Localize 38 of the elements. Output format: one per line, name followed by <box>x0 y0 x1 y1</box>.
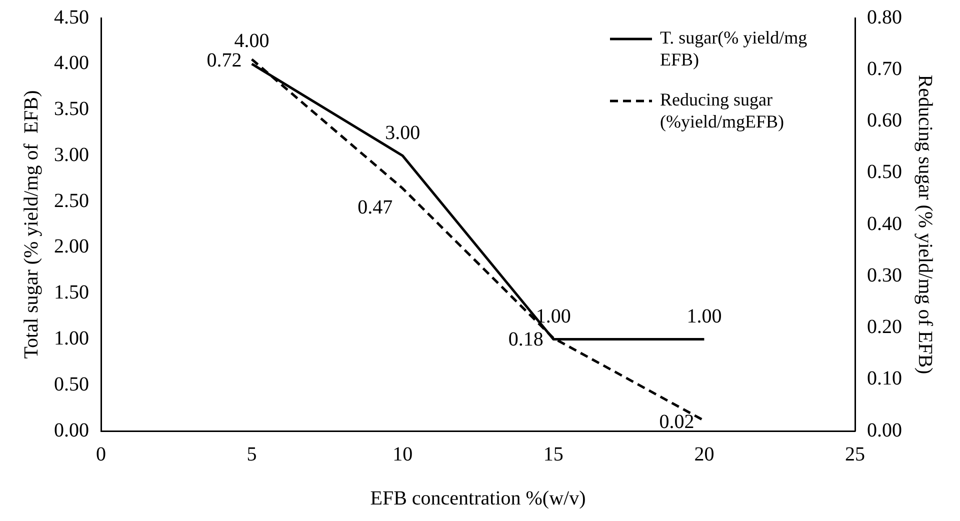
y2-tick-label: 0.80 <box>867 6 902 28</box>
y-tick-label: 0.00 <box>54 419 89 442</box>
legend-label: Reducing sugar (%yield/mgEFB) <box>660 90 784 132</box>
y2-axis-title: Reducing sugar (% yield/mg of EFB) <box>914 74 936 374</box>
y2-tick-label: 0.30 <box>867 264 902 286</box>
y-tick-label: 2.00 <box>54 236 89 258</box>
data-label: 0.18 <box>508 328 544 350</box>
y-tick-label: 3.50 <box>54 98 89 120</box>
y-tick-label: 2.50 <box>54 190 89 212</box>
y2-tick-label: 0.70 <box>867 58 902 80</box>
data-label: 1.00 <box>686 305 722 328</box>
x-tick-label: 25 <box>845 443 865 466</box>
x-tick-label: 0 <box>96 443 106 466</box>
x-axis-title: EFB concentration %(w/v) <box>370 487 586 510</box>
y-tick-label: 3.00 <box>54 144 89 166</box>
x-tick-label: 5 <box>246 443 257 466</box>
y-axis-title: Total sugar (% yield/mg of EFB) <box>20 90 42 359</box>
y2-tick-label: 0.20 <box>867 316 902 338</box>
x-tick-label: 15 <box>543 443 564 466</box>
y-tick-label: 1.00 <box>54 327 89 350</box>
y-tick-label: 4.50 <box>54 6 89 28</box>
x-tick-label: 20 <box>694 443 714 466</box>
data-label: 0.47 <box>358 196 393 219</box>
y2-tick-label: 0.60 <box>867 110 902 132</box>
y-tick-label: 4.00 <box>54 52 89 74</box>
y2-tick-label: 0.10 <box>867 368 902 390</box>
data-label: 0.02 <box>659 410 694 433</box>
y-tick-label: 1.50 <box>54 282 89 304</box>
data-label: 0.72 <box>206 50 242 72</box>
x-tick-label: 10 <box>392 443 413 466</box>
data-label: 3.00 <box>385 122 420 144</box>
y2-tick-label: 0.00 <box>867 419 902 442</box>
y-tick-label: 0.50 <box>54 373 89 396</box>
data-label: 1.00 <box>536 305 571 328</box>
y2-tick-label: 0.50 <box>867 161 902 184</box>
data-label: 4.00 <box>234 30 270 52</box>
y2-tick-label: 0.40 <box>867 212 902 235</box>
legend-label: T. sugar(% yield/mg EFB) <box>660 28 808 70</box>
